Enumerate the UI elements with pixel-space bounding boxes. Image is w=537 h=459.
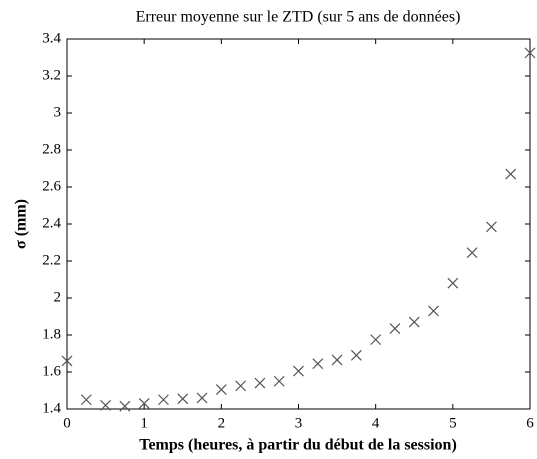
- marker: [485, 221, 497, 233]
- y-tick-label: 2.4: [42, 215, 61, 231]
- y-tick-label: 2.6: [42, 178, 61, 194]
- marker: [119, 400, 131, 412]
- x-tick-label: 6: [526, 415, 534, 431]
- marker: [196, 392, 208, 404]
- x-axis-label: Temps (heures, à partir du début de la s…: [139, 437, 457, 454]
- marker: [505, 168, 517, 180]
- y-tick-label: 3: [54, 104, 62, 120]
- marker: [177, 393, 189, 405]
- y-tick-label: 3.2: [42, 67, 61, 83]
- marker: [524, 47, 536, 59]
- marker: [428, 305, 439, 317]
- marker: [158, 394, 169, 406]
- x-tick-label: 3: [295, 415, 303, 431]
- marker: [273, 375, 285, 387]
- marker: [215, 384, 227, 395]
- y-tick-label: 1.8: [42, 326, 61, 342]
- x-tick-label: 0: [63, 415, 71, 431]
- marker: [80, 394, 92, 406]
- y-axis-label: σ (mm): [13, 199, 30, 249]
- x-tick-label: 5: [449, 415, 457, 431]
- marker: [100, 399, 112, 411]
- marker: [370, 334, 382, 346]
- y-tick-label: 2: [54, 289, 62, 305]
- chart-title: Erreur moyenne sur le ZTD (sur 5 ans de …: [136, 9, 461, 26]
- marker: [312, 358, 324, 370]
- y-tick-label: 2.2: [42, 252, 61, 268]
- y-tick-label: 1.4: [42, 400, 61, 416]
- marker: [293, 365, 304, 377]
- marker: [235, 380, 247, 392]
- marker: [254, 377, 266, 389]
- x-tick-label: 4: [372, 415, 380, 431]
- y-tick-label: 2.8: [42, 141, 61, 157]
- marker: [466, 247, 478, 259]
- marker: [331, 354, 343, 366]
- marker: [138, 398, 150, 409]
- marker: [350, 349, 362, 361]
- y-tick-label: 1.6: [42, 363, 61, 379]
- plot-frame: [66, 38, 531, 410]
- marker: [408, 316, 420, 328]
- marker: [389, 323, 401, 334]
- marker: [61, 355, 73, 367]
- y-tick-label: 3.4: [42, 30, 61, 46]
- marker: [447, 277, 459, 289]
- x-tick-label: 1: [140, 415, 148, 431]
- x-tick-label: 2: [218, 415, 226, 431]
